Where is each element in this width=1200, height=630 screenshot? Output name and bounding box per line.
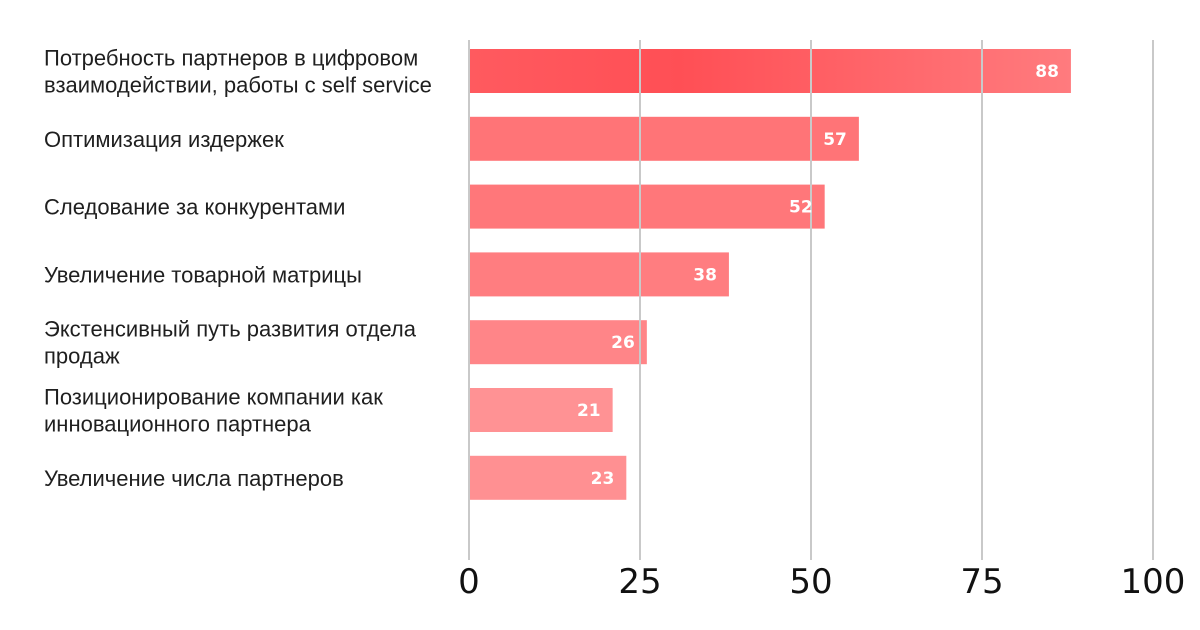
category-label-3: Следование за конкурентами (44, 195, 345, 220)
bar-value-label-6: 21 (577, 401, 601, 421)
bar-6 (469, 388, 613, 432)
x-tick-label-100: 100 (1121, 562, 1186, 602)
bar-2 (469, 116, 859, 161)
x-tick-label-25: 25 (618, 562, 661, 602)
bar-3 (469, 184, 825, 229)
bar-4 (469, 252, 729, 297)
category-label-2: Оптимизация издержек (44, 127, 284, 152)
bar-1 (469, 49, 1071, 93)
category-label-1: Потребность партнеров в цифровом взаимоде… (44, 46, 432, 98)
category-label-5: Экстенсивный путь развития отдела продаж (44, 317, 417, 369)
bar-value-label-5: 26 (611, 333, 635, 353)
category-label-7: Увеличение числа партнеров (44, 466, 344, 491)
category-labels: Потребность партнеров в цифровом взаимоде… (44, 46, 432, 491)
bar-5 (469, 320, 647, 365)
bar-value-label-3: 52 (789, 198, 813, 218)
bar-value-label-4: 38 (693, 265, 717, 285)
bar-value-label-2: 57 (823, 130, 847, 150)
x-tick-label-50: 50 (789, 562, 832, 602)
grid-lines (468, 40, 1154, 560)
x-axis-ticks: 0 25 50 75 100 (458, 562, 1185, 602)
x-tick-label-0: 0 (458, 562, 480, 602)
category-label-6: Позиционирование компании как инновационн… (44, 385, 383, 437)
value-labels: 88 57 52 38 26 21 23 (577, 62, 1059, 489)
bar-value-label-7: 23 (591, 469, 615, 489)
x-tick-label-75: 75 (960, 562, 1003, 602)
bar-7 (469, 455, 627, 500)
category-label-4: Увеличение товарной матрицы (44, 262, 362, 287)
bar-value-label-1: 88 (1035, 62, 1059, 82)
bars (469, 49, 1071, 500)
